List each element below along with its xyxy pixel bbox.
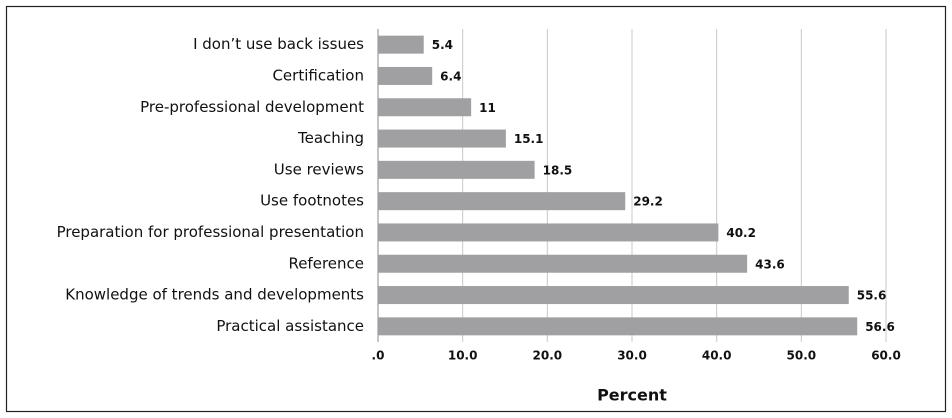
y-tick-label: Use footnotes: [260, 192, 364, 210]
y-tick-label: Pre-professional development: [140, 98, 364, 116]
y-tick-label: I don’t use back issues: [193, 35, 364, 53]
value-label: 55.6: [857, 289, 887, 303]
frame: [5, 5, 947, 413]
x-tick-label: 10.0: [448, 349, 478, 363]
x-tick-label: 20.0: [533, 349, 563, 363]
x-tick-label: 50.0: [787, 349, 817, 363]
value-label: 29.2: [633, 195, 663, 209]
value-label: 56.6: [865, 320, 895, 334]
y-tick-label: Teaching: [297, 129, 364, 147]
value-label: 43.6: [755, 257, 785, 271]
y-tick-label: Preparation for professional presentatio…: [57, 223, 364, 241]
x-tick-label: 60.0: [871, 349, 901, 363]
bar: [378, 160, 535, 179]
bar: [378, 129, 506, 148]
bar: [378, 254, 748, 273]
value-label: 40.2: [726, 226, 756, 240]
bar: [378, 317, 858, 336]
y-tick-label: Use reviews: [274, 160, 364, 178]
value-label: 5.4: [432, 38, 453, 52]
value-label: 18.5: [543, 163, 573, 177]
bar: [378, 192, 626, 211]
bar: [378, 66, 433, 85]
y-tick-label: Reference: [288, 254, 364, 272]
value-label: 15.1: [514, 132, 544, 146]
y-tick-label: Knowledge of trends and developments: [65, 286, 364, 304]
value-label: 6.4: [440, 69, 461, 83]
x-tick-label: 40.0: [702, 349, 732, 363]
value-label: 11: [479, 101, 496, 115]
x-tick-label: 30.0: [617, 349, 647, 363]
x-axis-label: Percent: [597, 386, 667, 405]
y-tick-label: Certification: [272, 66, 364, 84]
bar: [378, 98, 472, 117]
y-tick-label: Practical assistance: [216, 317, 364, 335]
bar: [378, 286, 849, 305]
bar: [378, 35, 424, 54]
bar: [378, 223, 719, 242]
x-tick-label: .0: [372, 349, 385, 363]
